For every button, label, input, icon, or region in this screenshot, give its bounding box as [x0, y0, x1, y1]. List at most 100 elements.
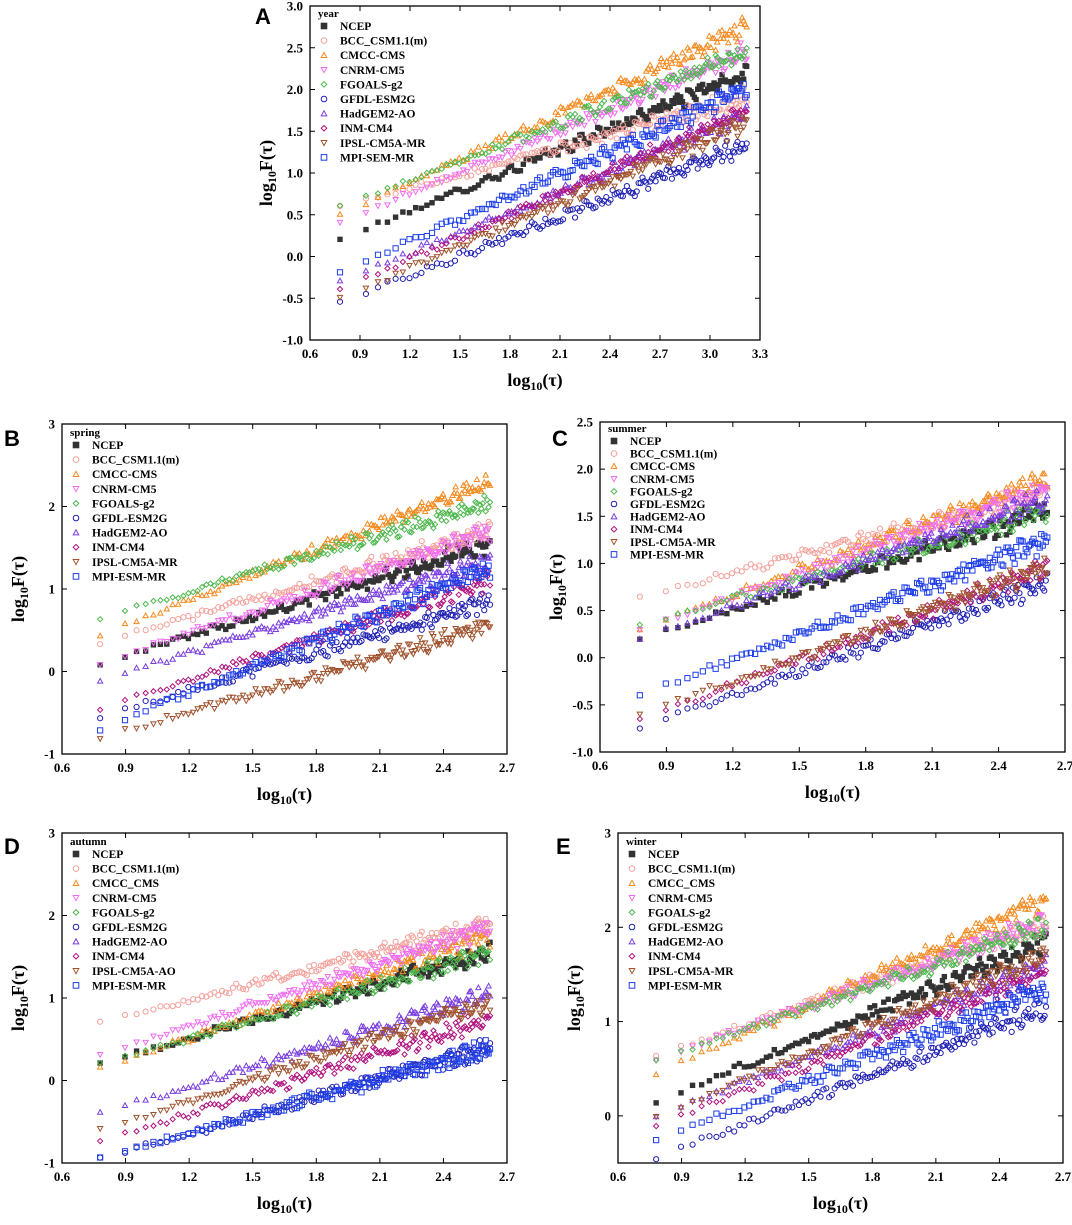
data-point — [1012, 595, 1017, 600]
data-point — [176, 680, 181, 685]
data-point — [700, 688, 705, 693]
legend-entry: HadGEM2-AO — [92, 528, 167, 540]
data-point — [176, 652, 181, 657]
legend-marker — [611, 477, 617, 482]
data-point — [707, 704, 712, 709]
data-point — [186, 591, 191, 596]
data-point — [413, 565, 417, 569]
data-point — [231, 624, 235, 628]
data-point — [713, 700, 718, 705]
data-point — [524, 216, 529, 221]
data-point — [694, 97, 698, 101]
data-point — [468, 539, 473, 544]
legend-entry: MPI-ESM-MR — [630, 549, 705, 561]
data-point — [732, 23, 737, 28]
data-point — [640, 168, 645, 173]
data-point — [483, 161, 488, 166]
data-point — [637, 726, 642, 731]
data-point — [675, 696, 680, 701]
data-point — [151, 1007, 156, 1012]
data-point — [700, 82, 704, 86]
data-point — [195, 612, 200, 617]
legend-marker — [321, 23, 327, 29]
data-point — [290, 606, 294, 610]
legend-marker — [321, 38, 327, 44]
data-point — [199, 706, 204, 711]
legend-entry: NCEP — [92, 440, 123, 452]
data-point — [176, 697, 181, 702]
legend-entry: INM-CM4 — [340, 123, 393, 135]
data-point — [685, 582, 690, 587]
data-point — [500, 155, 505, 160]
data-point — [122, 608, 127, 613]
legend-entry: MPI-SEM-MR — [340, 152, 415, 164]
data-point — [337, 212, 342, 217]
data-point — [204, 631, 208, 635]
data-point — [143, 1009, 148, 1014]
legend-title: spring — [70, 427, 100, 439]
data-point — [302, 611, 307, 616]
data-point — [707, 694, 712, 699]
data-point — [191, 647, 196, 652]
data-point — [375, 252, 380, 257]
data-point — [325, 537, 330, 542]
data-point — [176, 595, 181, 600]
data-point — [680, 156, 685, 161]
data-point — [134, 619, 139, 624]
data-point — [529, 214, 534, 219]
data-point — [382, 514, 387, 519]
data-point — [715, 87, 719, 91]
data-point — [164, 713, 169, 718]
data-point — [653, 135, 658, 140]
data-point — [572, 215, 577, 220]
data-point — [858, 650, 863, 655]
data-point — [624, 147, 629, 152]
y-tick-label: 1 — [49, 582, 56, 597]
data-point — [545, 211, 550, 216]
data-point — [509, 153, 514, 158]
data-point — [487, 500, 492, 505]
data-point — [253, 977, 258, 982]
data-point — [164, 597, 169, 602]
data-point — [570, 125, 575, 130]
x-tick-label: 0.9 — [117, 1169, 134, 1184]
legend-marker — [321, 96, 327, 102]
data-point — [659, 108, 663, 112]
data-point — [237, 985, 242, 990]
data-point — [170, 684, 175, 689]
data-point — [365, 587, 369, 591]
data-point — [485, 497, 490, 502]
data-point — [158, 610, 163, 615]
data-point — [713, 571, 718, 576]
data-point — [461, 551, 465, 555]
data-point — [337, 287, 342, 292]
data-point — [765, 600, 769, 604]
y-tick-label: -1.0 — [282, 333, 303, 348]
data-point — [385, 250, 390, 255]
data-point — [707, 577, 712, 582]
data-point — [400, 276, 405, 281]
data-point — [895, 615, 900, 620]
legend-entry: CNRM-CM5 — [340, 65, 405, 77]
data-point — [675, 680, 680, 685]
data-point — [98, 642, 103, 647]
data-point — [800, 561, 805, 566]
data-point — [363, 274, 368, 279]
legend-entry: FGOALS-g2 — [630, 486, 693, 498]
y-tick-label: 0.0 — [577, 650, 593, 665]
data-point — [476, 144, 481, 149]
data-point — [244, 699, 249, 704]
legend-entry: GFDL-ESM2G — [340, 94, 415, 106]
x-axis-title: log10(τ) — [507, 370, 562, 393]
data-point — [337, 270, 342, 275]
data-point — [407, 211, 411, 215]
data-point — [413, 182, 418, 187]
data-point — [176, 602, 181, 607]
legend-entry: GFDL-ESM2G — [630, 499, 705, 511]
data-point — [660, 152, 665, 157]
data-point — [122, 633, 127, 638]
data-point — [363, 268, 368, 273]
data-point — [176, 616, 181, 621]
data-point — [407, 193, 412, 198]
data-point — [98, 1019, 103, 1024]
